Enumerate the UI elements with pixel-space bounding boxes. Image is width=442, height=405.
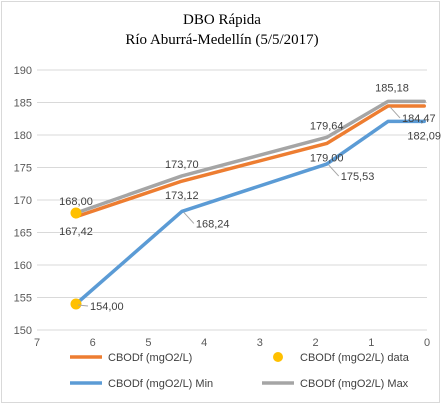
y-tick-label: 190 bbox=[14, 65, 32, 77]
y-tick-label: 165 bbox=[14, 228, 32, 240]
x-tick-label: 4 bbox=[201, 337, 207, 349]
y-tick-label: 170 bbox=[14, 195, 32, 207]
scatter-point bbox=[70, 298, 82, 310]
legend-label: CBODf (mgO2/L) data bbox=[300, 352, 410, 364]
y-tick-label: 160 bbox=[14, 260, 32, 272]
label-leader-line bbox=[389, 106, 401, 119]
x-axis-tick-labels: 7 6 5 4 3 2 1 0 bbox=[34, 337, 430, 349]
y-tick-label: 150 bbox=[14, 325, 32, 337]
data-label: 185,18 bbox=[375, 82, 409, 94]
legend: CBODf (mgO2/L) CBODf (mgO2/L) data CBODf (… bbox=[70, 352, 410, 390]
chart-subtitle: Río Aburrá-Medellín (5/5/2017) bbox=[125, 32, 318, 48]
y-axis-tick-labels: 150 155 160 165 170 175 180 185 190 bbox=[14, 65, 32, 337]
x-tick-label: 6 bbox=[90, 337, 96, 349]
gridlines bbox=[37, 69, 427, 331]
x-tick-label: 7 bbox=[34, 337, 40, 349]
data-label: 173,12 bbox=[165, 190, 199, 202]
data-labels-layer: 154,00 168,24 175,53 182,09 168,00 167,42 173,… bbox=[59, 82, 441, 313]
y-tick-label: 180 bbox=[14, 130, 32, 142]
data-label: 182,09 bbox=[407, 130, 441, 142]
data-label: 167,42 bbox=[59, 226, 93, 238]
series-line bbox=[74, 99, 426, 215]
x-tick-label: 2 bbox=[313, 337, 319, 349]
data-label: 184,47 bbox=[402, 113, 436, 125]
legend-label: CBODf (mgO2/L) Max bbox=[300, 378, 409, 390]
label-leader-line bbox=[77, 304, 89, 307]
y-tick-label: 175 bbox=[14, 163, 32, 175]
scatter-point bbox=[70, 207, 82, 219]
x-tick-label: 3 bbox=[257, 337, 263, 349]
chart-title: DBO Rápida bbox=[183, 12, 261, 28]
data-label: 168,00 bbox=[59, 196, 93, 208]
legend-label: CBODf (mgO2/L) bbox=[108, 352, 192, 364]
label-leader-line bbox=[183, 212, 195, 224]
x-tick-label: 5 bbox=[145, 337, 151, 349]
data-label: 168,24 bbox=[196, 218, 230, 230]
label-leader-line bbox=[328, 164, 340, 177]
x-tick-label: 0 bbox=[424, 337, 430, 349]
legend-swatch bbox=[273, 352, 283, 362]
data-label: 175,53 bbox=[341, 171, 375, 183]
data-label: 179,00 bbox=[310, 152, 344, 164]
series-line bbox=[74, 119, 426, 306]
data-label: 179,64 bbox=[310, 120, 344, 132]
y-tick-label: 185 bbox=[14, 98, 32, 110]
legend-label: CBODf (mgO2/L) Min bbox=[108, 378, 213, 390]
data-label: 173,70 bbox=[165, 159, 199, 171]
data-label: 154,00 bbox=[90, 301, 124, 313]
x-tick-label: 1 bbox=[368, 337, 374, 349]
y-tick-label: 155 bbox=[14, 293, 32, 305]
series-layer bbox=[70, 99, 426, 310]
series-line bbox=[74, 104, 426, 219]
